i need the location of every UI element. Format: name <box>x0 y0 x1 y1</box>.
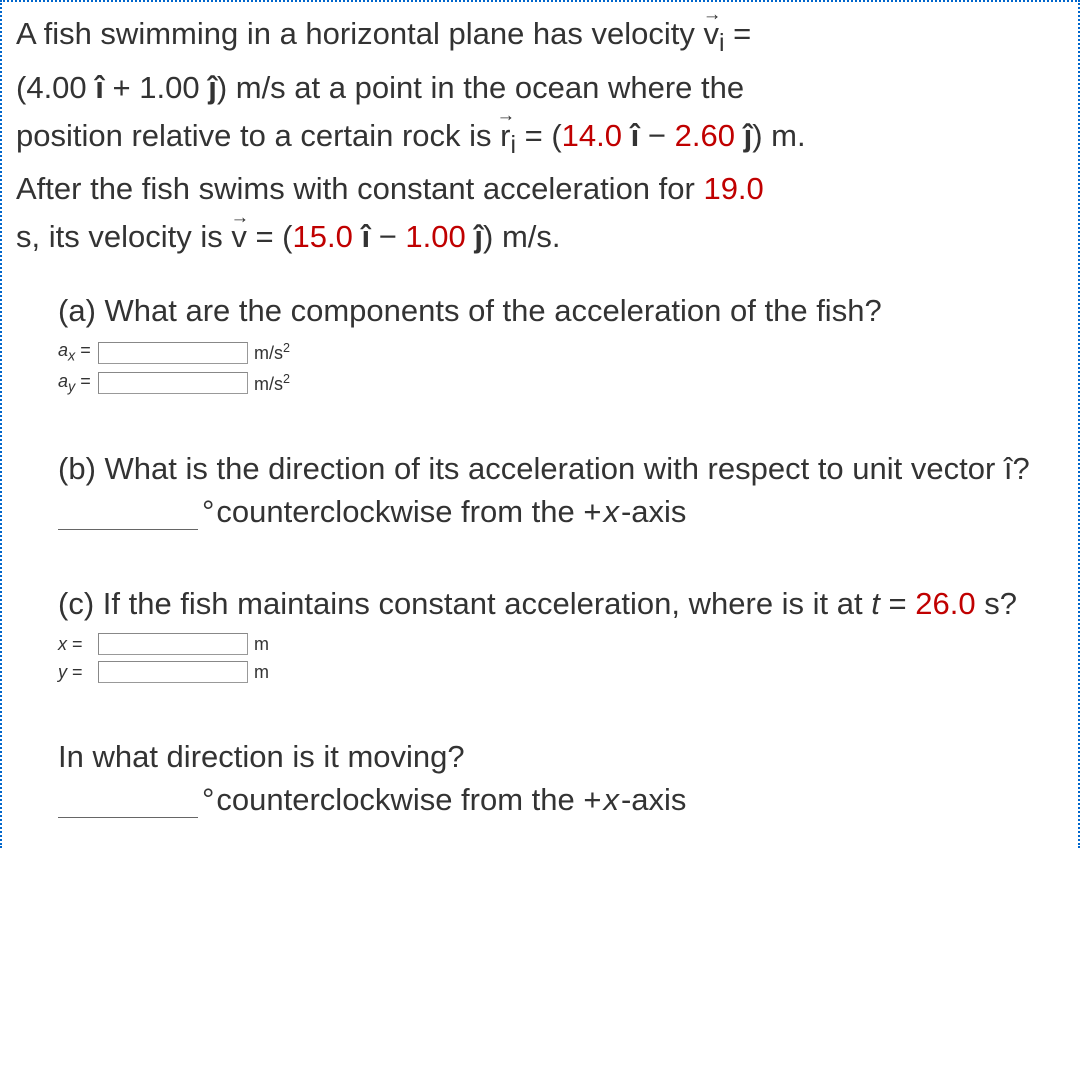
degree-symbol: ° <box>202 494 214 530</box>
text: -axis <box>621 494 686 530</box>
ax-input[interactable] <box>98 342 248 364</box>
text: s, its velocity is <box>16 219 231 254</box>
value-vx: 15.0 <box>292 219 352 254</box>
text <box>622 118 631 153</box>
problem-page: A fish swimming in a horizontal plane ha… <box>0 0 1080 848</box>
value-vy: 1.00 <box>405 219 465 254</box>
part-d-answer-line: ° counterclockwise from the +x-axis <box>58 782 1064 818</box>
value-t1: 19.0 <box>703 171 763 206</box>
problem-statement: A fish swimming in a horizontal plane ha… <box>16 10 1064 261</box>
part-a-question: (a) What are the components of the accel… <box>58 289 1064 334</box>
part-b-answer-line: ° counterclockwise from the +x-axis <box>58 494 1064 530</box>
ax-label: ax = <box>58 340 94 365</box>
part-a: (a) What are the components of the accel… <box>16 289 1064 395</box>
ay-input-line: ay = m/s2 <box>58 371 1064 396</box>
x-input-line: x = m <box>58 633 1064 655</box>
text: counterclockwise from the + <box>216 494 601 530</box>
i-hat: î <box>361 219 370 254</box>
value-ry: 2.60 <box>675 118 735 153</box>
x-italic: x <box>603 782 619 818</box>
x-unit: m <box>254 634 269 655</box>
ax-input-line: ax = m/s2 <box>58 340 1064 365</box>
part-b-question: (b) What is the direction of its acceler… <box>58 447 1064 492</box>
y-label: y = <box>58 662 94 683</box>
part-d-question: In what direction is it moving? <box>58 735 1064 780</box>
part-b: (b) What is the direction of its acceler… <box>16 447 1064 530</box>
text: A fish swimming in a horizontal plane ha… <box>16 16 704 51</box>
text: ) m/s at a point in the ocean where the <box>217 70 744 105</box>
j-hat: ĵ <box>474 219 483 254</box>
degree-symbol: ° <box>202 782 214 818</box>
text: = ( <box>247 219 293 254</box>
text: + 1.00 <box>104 70 208 105</box>
vector-vi: →v <box>704 10 720 58</box>
angle-d-input[interactable] <box>58 790 198 818</box>
vector-ri: →r <box>500 112 510 160</box>
part-c: (c) If the fish maintains constant accel… <box>16 582 1064 683</box>
text: − <box>639 118 674 153</box>
text: (4.00 <box>16 70 95 105</box>
text: = ( <box>516 118 562 153</box>
i-hat: î <box>95 70 104 105</box>
text: = <box>725 16 752 51</box>
text: counterclockwise from the + <box>216 782 601 818</box>
j-hat: ĵ <box>744 118 753 153</box>
angle-b-input[interactable] <box>58 502 198 530</box>
y-unit: m <box>254 662 269 683</box>
ax-unit: m/s2 <box>254 341 290 364</box>
part-d: In what direction is it moving? ° counte… <box>16 735 1064 818</box>
text: ) m/s. <box>483 219 561 254</box>
text: position relative to a certain rock is <box>16 118 500 153</box>
value-rx: 14.0 <box>562 118 622 153</box>
ay-label: ay = <box>58 371 94 396</box>
text <box>735 118 744 153</box>
value-t2: 26.0 <box>915 586 975 621</box>
ay-input[interactable] <box>98 372 248 394</box>
text: ) m. <box>752 118 805 153</box>
part-c-question: (c) If the fish maintains constant accel… <box>58 582 1064 627</box>
j-hat: ĵ <box>208 70 217 105</box>
text: After the fish swims with constant accel… <box>16 171 703 206</box>
i-hat: î <box>631 118 640 153</box>
y-input-line: y = m <box>58 661 1064 683</box>
x-italic: x <box>603 494 619 530</box>
y-input[interactable] <box>98 661 248 683</box>
text: -axis <box>621 782 686 818</box>
vector-v: →v <box>231 213 247 261</box>
x-label: x = <box>58 634 94 655</box>
x-input[interactable] <box>98 633 248 655</box>
text: − <box>370 219 405 254</box>
ay-unit: m/s2 <box>254 372 290 395</box>
